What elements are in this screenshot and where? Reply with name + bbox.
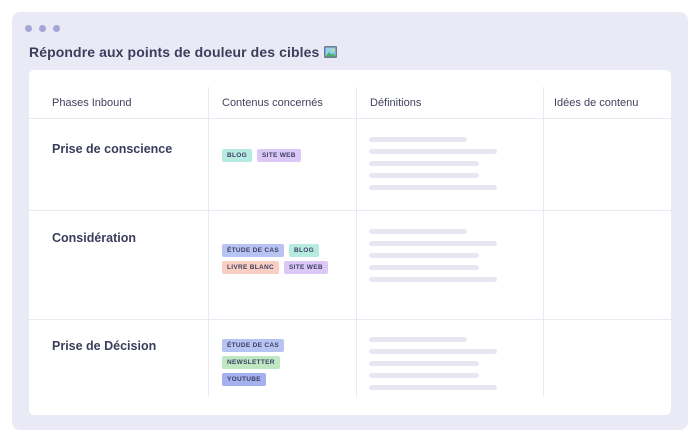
definition-placeholder	[369, 337, 497, 397]
page-title: Répondre aux points de douleur des cible…	[29, 44, 338, 60]
text-line-placeholder	[369, 349, 497, 354]
text-line-placeholder	[369, 137, 467, 142]
window: Répondre aux points de douleur des cible…	[12, 12, 688, 430]
column-header-contenus: Contenus concernés	[222, 97, 323, 109]
content-tag[interactable]: NEWSLETTER	[222, 356, 280, 369]
content-tag[interactable]: SITE WEB	[256, 149, 301, 162]
tag-list: ÉTUDE DE CAS BLOG LIVRE BLANC SITE WEB	[222, 244, 342, 274]
framed-picture-icon	[324, 46, 338, 58]
content-tag[interactable]: SITE WEB	[284, 261, 328, 274]
column-header-definitions: Définitions	[370, 97, 422, 109]
row-divider	[29, 319, 671, 320]
tag-list: ÉTUDE DE CAS NEWSLETTER YOUTUBE	[222, 339, 302, 386]
text-line-placeholder	[369, 161, 479, 166]
text-line-placeholder	[369, 149, 497, 154]
text-line-placeholder	[369, 361, 479, 366]
column-divider	[356, 87, 357, 397]
phase-label: Considération	[52, 231, 137, 245]
page-title-text: Répondre aux points de douleur des cible…	[29, 44, 320, 60]
definition-placeholder	[369, 229, 497, 289]
text-line-placeholder	[369, 241, 497, 246]
text-line-placeholder	[369, 185, 497, 190]
column-header-idees: Idées de contenu	[554, 97, 639, 109]
column-divider	[208, 87, 209, 397]
text-line-placeholder	[369, 373, 479, 378]
window-dot-icon[interactable]	[39, 25, 46, 32]
phase-label: Prise de conscience	[52, 142, 173, 156]
phase-label: Prise de Décision	[52, 339, 157, 353]
content-tag[interactable]: YOUTUBE	[222, 373, 266, 386]
tag-list: BLOG SITE WEB	[222, 149, 342, 162]
content-tag[interactable]: BLOG	[222, 149, 252, 162]
text-line-placeholder	[369, 173, 479, 178]
window-dot-icon[interactable]	[53, 25, 60, 32]
text-line-placeholder	[369, 265, 479, 270]
text-line-placeholder	[369, 277, 497, 282]
content-tag[interactable]: BLOG	[289, 244, 319, 257]
window-controls	[25, 25, 60, 32]
row-divider	[29, 210, 671, 211]
header-divider	[29, 118, 671, 119]
text-line-placeholder	[369, 229, 467, 234]
column-header-phases: Phases Inbound	[52, 97, 132, 109]
text-line-placeholder	[369, 385, 497, 390]
content-tag[interactable]: ÉTUDE DE CAS	[222, 244, 284, 257]
text-line-placeholder	[369, 253, 479, 258]
content-tag[interactable]: LIVRE BLANC	[222, 261, 279, 274]
content-tag[interactable]: ÉTUDE DE CAS	[222, 339, 284, 352]
definition-placeholder	[369, 137, 497, 197]
text-line-placeholder	[369, 337, 467, 342]
column-divider	[543, 87, 544, 397]
content-table: Phases Inbound Contenus concernés Défini…	[29, 70, 671, 415]
window-dot-icon[interactable]	[25, 25, 32, 32]
